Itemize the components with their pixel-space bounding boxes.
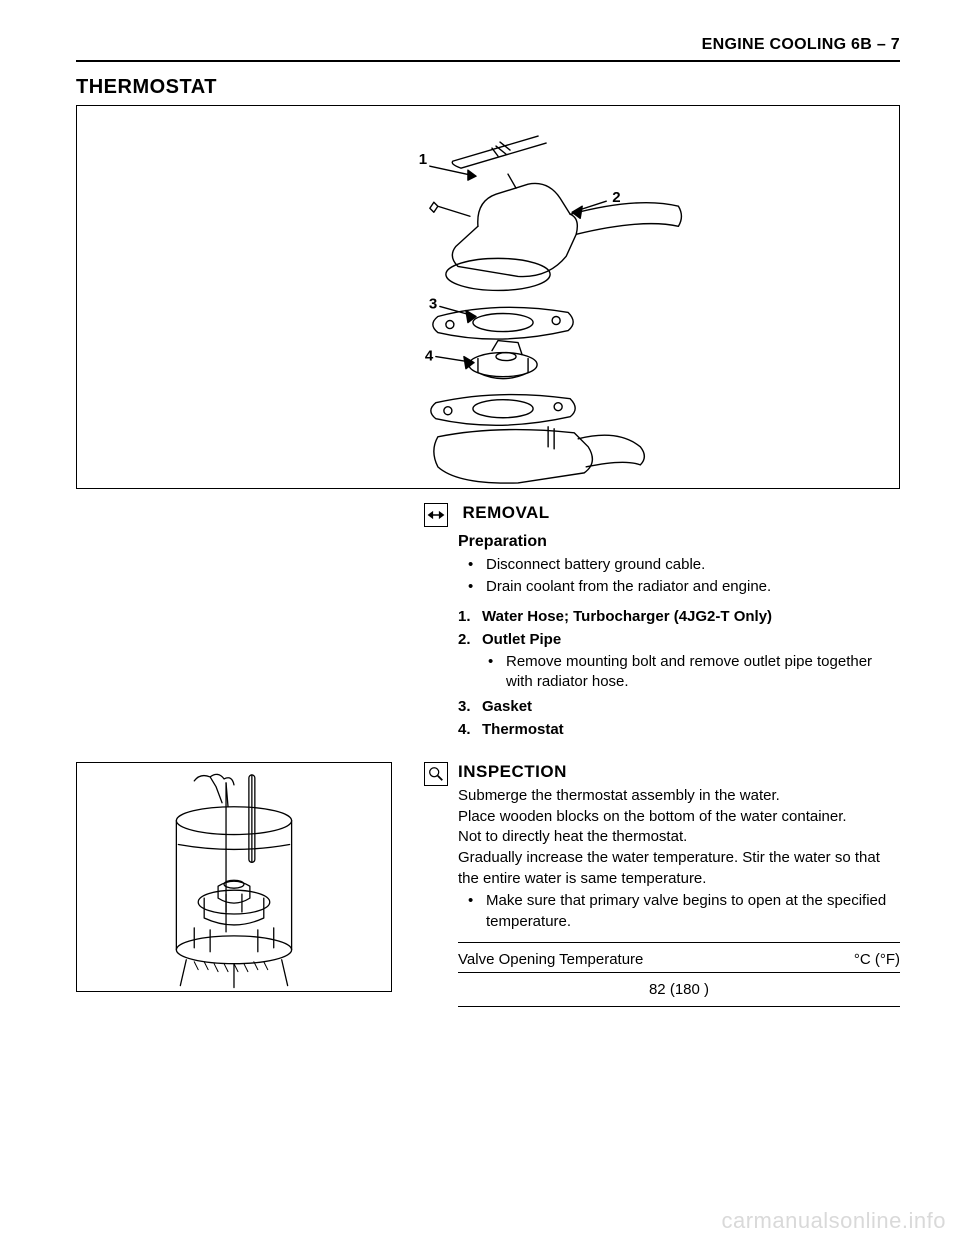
inspection-bullet: Make sure that primary valve begins to o… [486,891,900,932]
step-num: 1. [458,608,482,625]
prep-item: Disconnect battery ground cable. [486,555,900,575]
callout-4: 4 [425,348,434,365]
step-1: 1.Water Hose; Turbocharger (4JG2-T Only) [458,608,900,625]
main-figure: 1 2 3 4 [76,105,900,489]
spec-row: Valve Opening Temperature °C (°F) [458,951,900,973]
removal-icon [424,503,448,527]
watermark: carmanualsonline.info [721,1208,946,1234]
step-label: Water Hose; Turbocharger (4JG2-T Only) [482,608,772,625]
preparation-list: Disconnect battery ground cable. Drain c… [458,555,900,598]
callout-3: 3 [429,295,437,312]
inspection-heading: INSPECTION [458,762,567,782]
step-4: 4.Thermostat [458,721,900,738]
section-title: THERMOSTAT [76,76,900,99]
step-label: Gasket [482,698,532,715]
header-rule [76,60,900,62]
removal-heading: REMOVAL [462,503,549,523]
step-2-sub: Remove mounting bolt and remove outlet p… [506,652,900,693]
inspection-figure [76,762,392,992]
callout-1: 1 [419,151,427,168]
step-num: 2. [458,631,482,648]
inspection-para: Place wooden blocks on the bottom of the… [458,807,900,828]
step-num: 3. [458,698,482,715]
page: ENGINE COOLING 6B – 7 THERMOSTAT [0,0,960,1242]
inspection-heading-row: INSPECTION [424,762,900,786]
removal-row: REMOVAL Preparation Disconnect battery g… [76,503,900,744]
prep-item: Drain coolant from the radiator and engi… [486,577,900,597]
removal-heading-row: REMOVAL [424,503,900,527]
inspection-para: Not to directly heat the thermostat. [458,827,900,848]
inspection-para: Submerge the thermostat assembly in the … [458,786,900,807]
spec-label: Valve Opening Temperature [458,951,643,968]
inspection-bullets: Make sure that primary valve begins to o… [458,891,900,932]
step-label: Thermostat [482,721,564,738]
spec-unit: °C (°F) [854,951,900,968]
step-2: 2.Outlet Pipe Remove mounting bolt and r… [458,631,900,693]
step-num: 4. [458,721,482,738]
preparation-heading: Preparation [458,533,900,551]
removal-steps: 1.Water Hose; Turbocharger (4JG2-T Only)… [458,608,900,739]
beaker-diagram [77,763,391,992]
inspection-para: Gradually increase the water temperature… [458,848,900,889]
callout-2: 2 [612,189,620,206]
thermostat-diagram: 1 2 3 4 [77,106,899,491]
page-header: ENGINE COOLING 6B – 7 [76,36,900,54]
step-3: 3.Gasket [458,698,900,715]
inspection-icon [424,762,448,786]
spec-value: 82 (180 ) [458,973,900,1007]
step-label: Outlet Pipe [482,631,561,648]
inspection-row: INSPECTION Submerge the thermostat assem… [76,762,900,1007]
